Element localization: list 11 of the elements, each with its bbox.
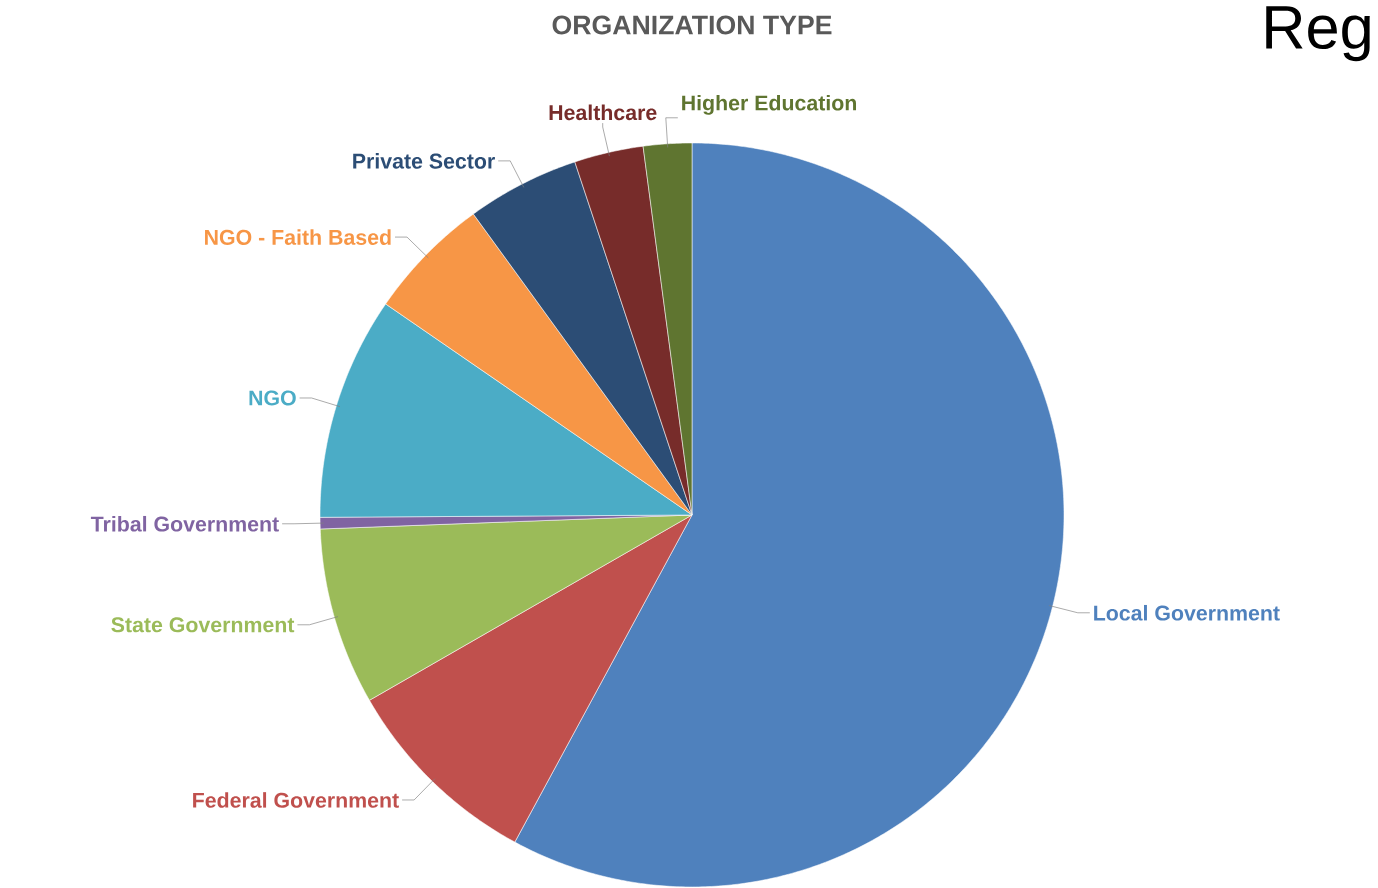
slice-label: NGO [249,390,296,406]
slice-label: Tribal Government [90,515,279,532]
slice-label: State Government [111,617,295,633]
slice-label: Higher Education [682,94,857,115]
slice-label: Healthcare [549,104,657,121]
text: Reg [1266,6,1370,62]
slice-label: NGO - Faith Based [205,229,391,245]
chart-title: ORGANIZATION TYPE [552,15,832,35]
slice-label: Local Government [1094,604,1280,621]
slice-label: Federal Government [193,792,399,808]
slice-label: Private Sector [353,153,495,169]
